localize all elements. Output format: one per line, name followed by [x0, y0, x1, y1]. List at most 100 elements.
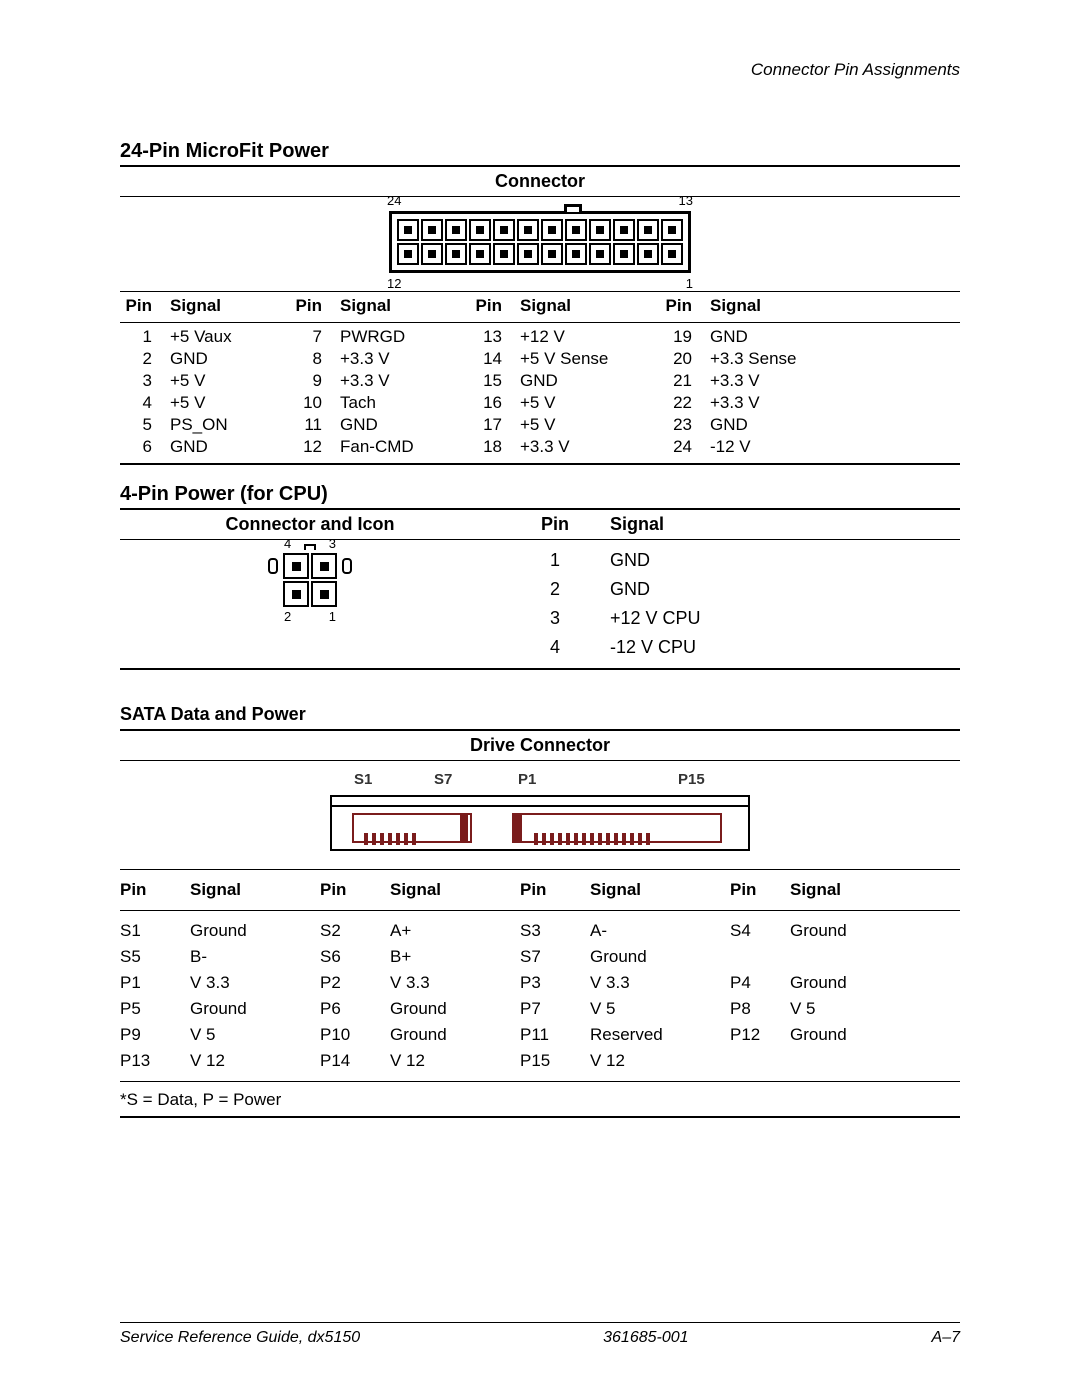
- microfit-connector-diagram: 24 13 12 1: [120, 197, 960, 291]
- sata-subtitle: Drive Connector: [120, 731, 960, 760]
- footer-right: A–7: [932, 1329, 960, 1347]
- cell-signal: +5 V: [520, 393, 660, 413]
- cell-signal: GND: [170, 349, 290, 369]
- cell-signal: V 5: [590, 999, 730, 1019]
- col-pin: Pin: [730, 880, 790, 900]
- cell-signal: GND: [710, 415, 820, 435]
- cell-pin: S6: [320, 947, 390, 967]
- cell-signal: Ground: [390, 1025, 520, 1045]
- cpu-cell-pin: 4: [500, 637, 610, 658]
- cell-signal: +3.3 V: [710, 393, 820, 413]
- cell-signal: V 12: [590, 1051, 730, 1071]
- cell-pin: P15: [520, 1051, 590, 1071]
- cell-pin: S7: [520, 947, 590, 967]
- col-pin: Pin: [460, 296, 520, 316]
- section-title-microfit: 24-Pin MicroFit Power: [120, 140, 960, 163]
- cell-pin: 24: [660, 437, 710, 457]
- cell-signal: A-: [590, 921, 730, 941]
- cell-signal: +3.3 V: [340, 371, 460, 391]
- col-pin: Pin: [120, 880, 190, 900]
- cell-pin: P6: [320, 999, 390, 1019]
- cell-signal: GND: [170, 437, 290, 457]
- cell-pin: 5: [120, 415, 170, 435]
- cell-pin: 1: [120, 327, 170, 347]
- cell-signal: GND: [340, 415, 460, 435]
- cell-signal: +3.3 Sense: [710, 349, 820, 369]
- col-signal: Signal: [790, 880, 900, 900]
- col-signal: Signal: [390, 880, 520, 900]
- col-pin: Pin: [660, 296, 710, 316]
- col-pin: Pin: [320, 880, 390, 900]
- cell-pin: 17: [460, 415, 520, 435]
- cpu-cell-pin: 3: [500, 608, 610, 629]
- cell-signal: GND: [520, 371, 660, 391]
- microfit-table-body: 1+5 Vaux7PWRGD13+12 V19GND2GND8+3.3 V14+…: [120, 323, 960, 463]
- sata-label-p1: P1: [518, 771, 536, 788]
- cell-pin: P10: [320, 1025, 390, 1045]
- cell-pin: 16: [460, 393, 520, 413]
- cell-signal: [790, 947, 900, 967]
- col-signal: Signal: [170, 296, 290, 316]
- cell-pin: 8: [290, 349, 340, 369]
- cell-pin: P5: [120, 999, 190, 1019]
- cell-pin: 15: [460, 371, 520, 391]
- col-pin: Pin: [520, 880, 590, 900]
- cell-pin: 18: [460, 437, 520, 457]
- cpu-pin-column: 1 2 3 4: [500, 546, 610, 658]
- cell-signal: Ground: [790, 973, 900, 993]
- cell-signal: +3.3 V: [340, 349, 460, 369]
- cell-signal: +5 V: [520, 415, 660, 435]
- cell-signal: Tach: [340, 393, 460, 413]
- cell-signal: Ground: [190, 921, 320, 941]
- cell-signal: PWRGD: [340, 327, 460, 347]
- cell-signal: GND: [710, 327, 820, 347]
- cell-pin: [730, 947, 790, 967]
- cell-pin: P14: [320, 1051, 390, 1071]
- cell-signal: +5 V: [170, 371, 290, 391]
- cell-signal: V 12: [390, 1051, 520, 1071]
- page-footer: Service Reference Guide, dx5150 361685-0…: [120, 1322, 960, 1347]
- cpu-cell-pin: 1: [500, 550, 610, 571]
- cell-signal: +3.3 V: [710, 371, 820, 391]
- cell-pin: P2: [320, 973, 390, 993]
- sata-table-body: S1GroundS2A+S3A-S4GroundS5B-S6B+S7Ground…: [120, 911, 960, 1081]
- cell-pin: 20: [660, 349, 710, 369]
- cpu-signal-column: GNDGND+12 V CPU-12 V CPU: [610, 546, 960, 658]
- cpu-col-signal: Signal: [610, 510, 960, 539]
- cell-pin: [730, 1051, 790, 1071]
- cell-signal: +3.3 V: [520, 437, 660, 457]
- sata-table-header: PinSignalPinSignalPinSignalPinSignal: [120, 870, 960, 910]
- conn24-label-1: 1: [686, 276, 693, 291]
- cell-signal: V 12: [190, 1051, 320, 1071]
- cell-pin: P8: [730, 999, 790, 1019]
- sata-label-p15: P15: [678, 771, 705, 788]
- cpu-cell-signal: +12 V CPU: [610, 608, 960, 629]
- sata-footnote: *S = Data, P = Power: [120, 1082, 960, 1116]
- col-signal: Signal: [340, 296, 460, 316]
- cpu-label-1: 1: [329, 609, 336, 624]
- cell-pin: 12: [290, 437, 340, 457]
- section-title-sata: SATA Data and Power: [120, 700, 960, 729]
- cell-pin: S1: [120, 921, 190, 941]
- conn24-label-13: 13: [679, 193, 693, 208]
- cell-pin: 3: [120, 371, 170, 391]
- cell-pin: 13: [460, 327, 520, 347]
- cell-signal: B-: [190, 947, 320, 967]
- col-signal: Signal: [590, 880, 730, 900]
- cell-signal: +5 Vaux: [170, 327, 290, 347]
- section-title-cpu: 4-Pin Power (for CPU): [120, 483, 960, 506]
- cpu-cell-pin: 2: [500, 579, 610, 600]
- cpu-label-3: 3: [329, 536, 336, 551]
- cpu-col-pin: Pin: [500, 510, 610, 539]
- page-header: Connector Pin Assignments: [120, 60, 960, 80]
- conn24-label-12: 12: [387, 276, 401, 291]
- cell-pin: 6: [120, 437, 170, 457]
- cell-signal: V 5: [190, 1025, 320, 1045]
- cell-signal: PS_ON: [170, 415, 290, 435]
- cell-pin: 22: [660, 393, 710, 413]
- microfit-table-header: PinSignalPinSignalPinSignalPinSignal: [120, 292, 960, 322]
- cpu-cell-signal: GND: [610, 579, 960, 600]
- cell-signal: V 3.3: [590, 973, 730, 993]
- cell-signal: -12 V: [710, 437, 820, 457]
- cell-signal: [790, 1051, 900, 1071]
